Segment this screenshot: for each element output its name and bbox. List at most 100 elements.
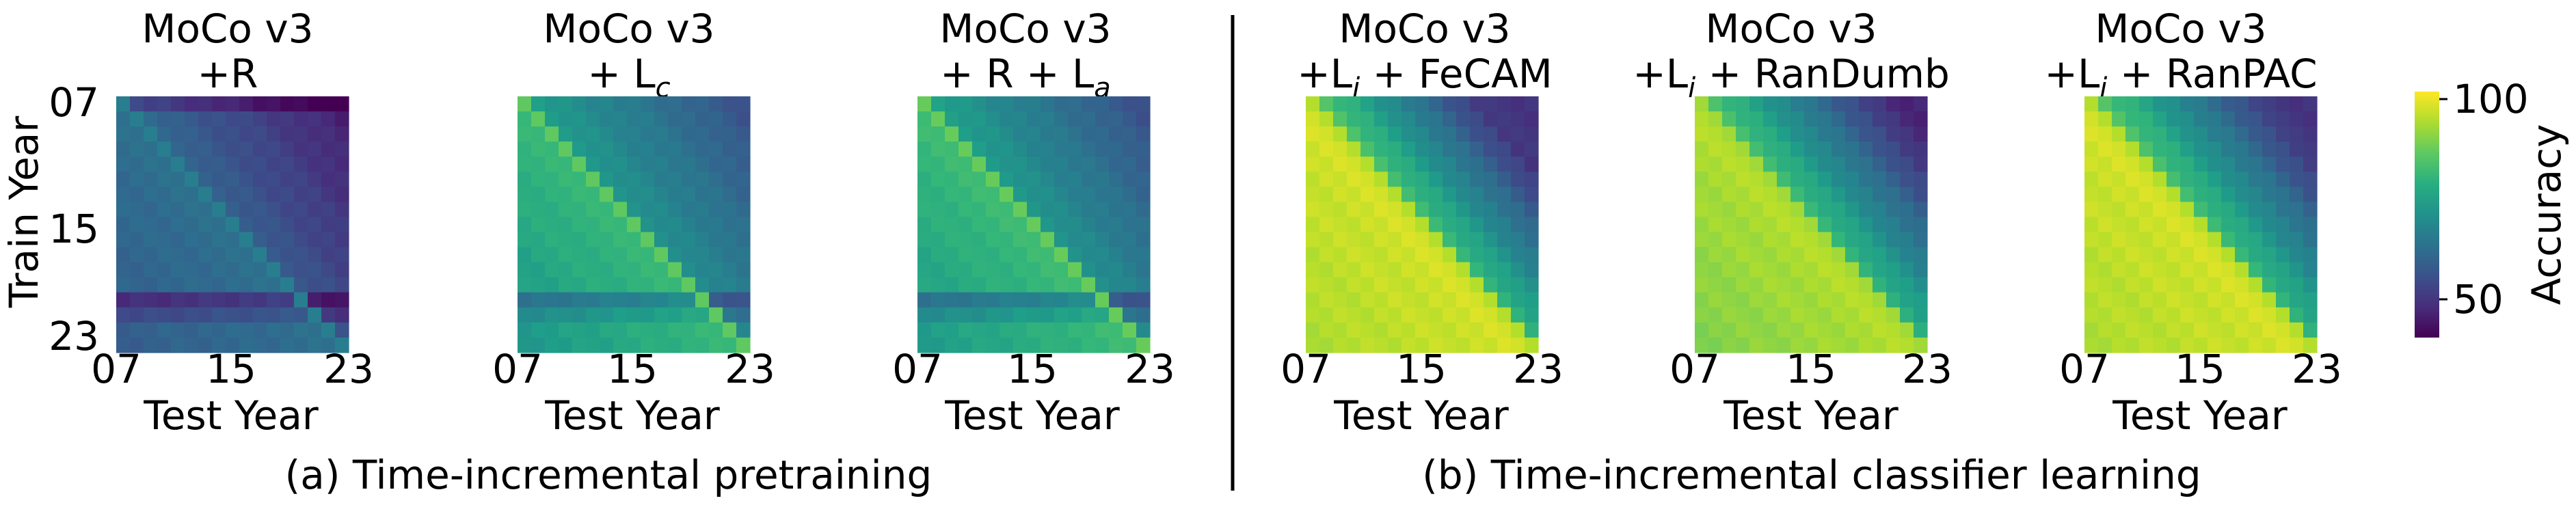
heatmap-cell-1-r16-c9 bbox=[239, 337, 254, 353]
y-tick-1-end: 23 bbox=[49, 313, 99, 359]
heatmap-cell-3-r6-c5 bbox=[986, 187, 1000, 203]
heatmap-cell-3-r5-c4 bbox=[972, 172, 987, 187]
heatmap-cell-3-r14-c9 bbox=[1041, 307, 1055, 323]
heatmap-cell-1-r14-c5 bbox=[185, 307, 199, 323]
heatmap-cell-5-r7-c10 bbox=[1832, 202, 1846, 218]
heatmap-cell-4-r7-c15 bbox=[1511, 202, 1525, 218]
heatmap-cell-5-r9-c8 bbox=[1804, 232, 1819, 248]
panel-1-title-line2: +R bbox=[198, 51, 258, 97]
heatmap-cell-2-r15-c10 bbox=[654, 322, 669, 338]
heatmap-cell-6-r15-c6 bbox=[2166, 322, 2181, 338]
heatmap-cell-5-r9-c10 bbox=[1832, 232, 1846, 248]
heatmap-cell-3-r0-c0 bbox=[917, 96, 932, 112]
heatmap-cell-2-r7-c5 bbox=[586, 202, 600, 218]
heatmap-cell-2-r16-c6 bbox=[600, 337, 614, 353]
heatmap-cell-4-r13-c10 bbox=[1443, 292, 1457, 308]
heatmap-cell-3-r12-c14 bbox=[1109, 277, 1123, 293]
heatmap-cell-5-r1-c9 bbox=[1818, 111, 1832, 127]
heatmap-cell-1-r12-c5 bbox=[185, 277, 199, 293]
heatmap-cell-3-r15-c2 bbox=[945, 322, 959, 338]
heatmap-cell-2-r8-c9 bbox=[641, 217, 655, 233]
heatmap-cell-5-r1-c5 bbox=[1763, 111, 1777, 127]
heatmap-cell-4-r4-c10 bbox=[1443, 156, 1457, 172]
heatmap-cell-3-r6-c3 bbox=[958, 187, 973, 203]
heatmap-cell-3-r15-c0 bbox=[917, 322, 932, 338]
heatmap-cell-4-r9-c14 bbox=[1497, 232, 1512, 248]
heatmap-cell-3-r14-c2 bbox=[945, 307, 959, 323]
heatmap-cell-4-r5-c14 bbox=[1497, 172, 1512, 187]
heatmap-cell-4-r15-c3 bbox=[1347, 322, 1361, 338]
heatmap-cell-2-r15-c15 bbox=[723, 322, 737, 338]
heatmap-cell-2-r13-c10 bbox=[654, 292, 669, 308]
heatmap-cell-3-r3-c10 bbox=[1054, 141, 1069, 157]
heatmap-cell-2-r14-c13 bbox=[695, 307, 710, 323]
panel-mocov3-lc: MoCo v3 + Lc 07 15 23 Test Year bbox=[492, 5, 775, 439]
heatmap-cell-1-r12-c15 bbox=[321, 277, 336, 293]
heatmap-cell-2-r3-c11 bbox=[668, 141, 682, 157]
heatmap-cell-3-r13-c5 bbox=[986, 292, 1000, 308]
heatmap-cell-1-r6-c3 bbox=[157, 187, 172, 203]
heatmap-cell-4-r6-c8 bbox=[1415, 187, 1430, 203]
heatmap-cell-3-r2-c16 bbox=[1136, 126, 1151, 142]
heatmap-cell-4-r10-c1 bbox=[1319, 247, 1334, 263]
heatmap-cell-1-r4-c2 bbox=[144, 156, 158, 172]
heatmap-cell-2-r12-c12 bbox=[682, 277, 696, 293]
heatmap-cell-6-r8-c14 bbox=[2276, 217, 2290, 233]
heatmap-cell-1-r13-c1 bbox=[130, 292, 144, 308]
heatmap-cell-6-r11-c1 bbox=[2098, 262, 2112, 278]
heatmap-cell-3-r5-c15 bbox=[1123, 172, 1137, 187]
heatmap-cell-4-r11-c6 bbox=[1388, 262, 1402, 278]
heatmap-cell-5-r14-c6 bbox=[1777, 307, 1791, 323]
heatmap-cell-6-r14-c12 bbox=[2249, 307, 2263, 323]
heatmap-cell-4-r16-c13 bbox=[1484, 337, 1498, 353]
heatmap-cell-4-r10-c15 bbox=[1511, 247, 1525, 263]
heatmap-cell-4-r12-c0 bbox=[1306, 277, 1320, 293]
heatmap-cell-6-r1-c1 bbox=[2098, 111, 2112, 127]
heatmap-cell-5-r15-c3 bbox=[1736, 322, 1750, 338]
heatmap-cell-4-r14-c10 bbox=[1443, 307, 1457, 323]
heatmap-cell-1-r15-c0 bbox=[116, 322, 131, 338]
heatmap-cell-4-r2-c7 bbox=[1401, 126, 1416, 142]
heatmap-cell-5-r5-c10 bbox=[1832, 172, 1846, 187]
heatmap-cell-1-r0-c5 bbox=[185, 96, 199, 112]
heatmap-cell-1-r1-c2 bbox=[144, 111, 158, 127]
heatmap-cell-2-r4-c14 bbox=[709, 156, 723, 172]
heatmap-cell-1-r14-c16 bbox=[335, 307, 349, 323]
heatmap-cell-5-r4-c15 bbox=[1900, 156, 1914, 172]
heatmap-cell-5-r11-c3 bbox=[1736, 262, 1750, 278]
x-tick-1-end: 23 bbox=[323, 346, 374, 392]
heatmap-cell-6-r4-c0 bbox=[2084, 156, 2099, 172]
heatmap-cell-3-r5-c9 bbox=[1041, 172, 1055, 187]
heatmap-cell-3-r0-c4 bbox=[972, 96, 987, 112]
heatmap-cell-2-r12-c2 bbox=[545, 277, 559, 293]
heatmap-cell-3-r0-c9 bbox=[1041, 96, 1055, 112]
heatmap-cell-2-r0-c7 bbox=[613, 96, 628, 112]
heatmap-cell-3-r10-c0 bbox=[917, 247, 932, 263]
heatmap-cell-1-r15-c10 bbox=[253, 322, 267, 338]
heatmap-cell-3-r14-c13 bbox=[1095, 307, 1110, 323]
heatmap-cell-4-r16-c14 bbox=[1497, 337, 1512, 353]
heatmap-cell-1-r15-c11 bbox=[267, 322, 281, 338]
heatmap-cell-6-r10-c7 bbox=[2180, 247, 2195, 263]
heatmap-cell-4-r6-c9 bbox=[1429, 187, 1443, 203]
heatmap-cell-3-r1-c2 bbox=[945, 111, 959, 127]
heatmap-cell-5-r3-c12 bbox=[1859, 141, 1873, 157]
heatmap-cell-6-r12-c5 bbox=[2153, 277, 2167, 293]
heatmap-cell-5-r14-c11 bbox=[1845, 307, 1860, 323]
heatmap-cell-3-r6-c2 bbox=[945, 187, 959, 203]
heatmap-cell-6-r12-c8 bbox=[2194, 277, 2208, 293]
heatmap-cell-2-r15-c7 bbox=[613, 322, 628, 338]
heatmap-cell-1-r8-c6 bbox=[198, 217, 213, 233]
heatmap-cell-4-r3-c9 bbox=[1429, 141, 1443, 157]
heatmap-cell-1-r14-c1 bbox=[130, 307, 144, 323]
heatmap-cell-3-r14-c6 bbox=[999, 307, 1014, 323]
heatmap-cell-4-r1-c12 bbox=[1470, 111, 1484, 127]
heatmap-cell-1-r16-c4 bbox=[171, 337, 185, 353]
heatmap-cell-6-r7-c14 bbox=[2276, 202, 2290, 218]
heatmap-cell-2-r3-c16 bbox=[736, 141, 751, 157]
heatmap-cell-1-r7-c0 bbox=[116, 202, 131, 218]
heatmap-cell-2-r10-c12 bbox=[682, 247, 696, 263]
heatmap-cell-3-r1-c10 bbox=[1054, 111, 1069, 127]
heatmap-cell-3-r15-c13 bbox=[1095, 322, 1110, 338]
heatmap-cell-2-r12-c11 bbox=[668, 277, 682, 293]
